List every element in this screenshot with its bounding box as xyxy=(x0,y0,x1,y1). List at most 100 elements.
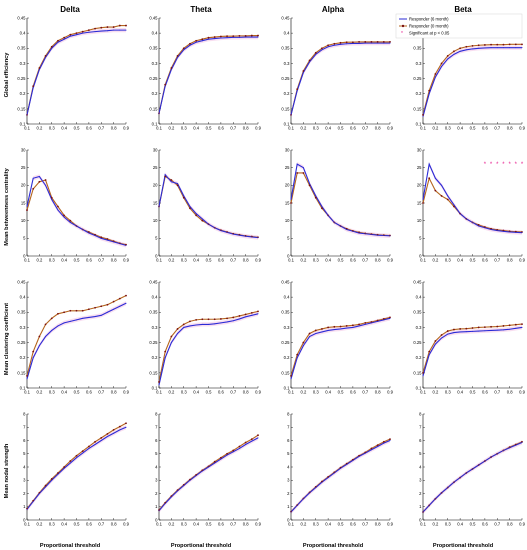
series-0month-point xyxy=(382,41,385,43)
series-6month-point xyxy=(257,237,259,239)
series-6month-point xyxy=(63,38,65,40)
series-6month-point xyxy=(352,459,354,461)
series-6month-point xyxy=(358,42,360,44)
y-tick-label: 6 xyxy=(419,438,422,443)
series-6month-point xyxy=(88,232,90,234)
series-6month-point xyxy=(370,449,372,451)
y-tick-label: 0 xyxy=(23,253,26,258)
series-6month-point xyxy=(51,47,53,49)
y-tick-label: 0.45 xyxy=(281,279,290,284)
series-6month-point xyxy=(290,378,292,380)
series-0month-point xyxy=(358,41,360,43)
x-tick-label: 0.9 xyxy=(123,258,129,263)
series-6month-point xyxy=(119,429,121,431)
x-tick-label: 0.4 xyxy=(457,522,463,527)
xlabel-alpha: Proportional threshold xyxy=(303,543,364,549)
series-6month-line xyxy=(422,47,522,117)
y-tick-label: 7 xyxy=(23,425,26,430)
series-0month-point xyxy=(446,330,449,332)
series-6month-point xyxy=(383,235,385,237)
series-6month-point xyxy=(63,216,65,218)
series-6month-point xyxy=(465,218,467,220)
y-tick-label: 1 xyxy=(23,504,26,509)
x-tick-label: 0.5 xyxy=(206,390,212,395)
series-6month-point xyxy=(251,236,253,238)
series-6month-point xyxy=(484,460,486,462)
series-6month-point xyxy=(459,331,461,333)
series-6month-point xyxy=(32,177,34,179)
significance-marker: * xyxy=(508,162,511,168)
series-0month-point xyxy=(100,436,103,439)
x-tick-label: 0.8 xyxy=(507,126,513,131)
series-6month-point xyxy=(434,343,436,345)
series-6month-point xyxy=(106,436,108,438)
series-6month-point xyxy=(94,443,96,445)
series-0month-point xyxy=(112,26,115,28)
series-6month-point xyxy=(327,214,329,216)
series-6month-point xyxy=(478,47,480,49)
y-tick-label: 0.35 xyxy=(281,310,290,315)
x-tick-label: 0.2 xyxy=(300,390,306,395)
y-tick-label: 0.35 xyxy=(17,46,26,51)
series-6month-point xyxy=(509,231,511,233)
y-tick-label: 0.3 xyxy=(416,61,422,66)
y-tick-label: 0.15 xyxy=(149,106,158,111)
x-tick-label: 0.3 xyxy=(181,390,187,395)
series-0month-point xyxy=(453,205,455,208)
series-6month-point xyxy=(82,32,84,34)
series-0month-point xyxy=(514,230,517,233)
series-6month-point xyxy=(309,183,311,185)
x-tick-label: 0.6 xyxy=(86,258,92,263)
series-6month-point xyxy=(315,332,317,334)
series-6month-point xyxy=(315,53,317,55)
x-tick-label: 0.4 xyxy=(193,522,199,527)
series-0month-point xyxy=(302,341,305,344)
series-6month-point xyxy=(309,336,311,338)
series-6month-line xyxy=(26,426,127,510)
series-0month-point xyxy=(358,231,360,234)
series-6month-point xyxy=(515,47,517,49)
series-6month-point xyxy=(428,163,430,165)
significance-marker: * xyxy=(521,162,524,168)
series-0month-line xyxy=(422,43,522,116)
y-tick-label: 0.4 xyxy=(152,31,158,36)
y-tick-label: 0.35 xyxy=(281,46,290,51)
series-6month-point xyxy=(502,449,504,451)
series-6month-point xyxy=(490,229,492,230)
band-6month xyxy=(159,34,258,116)
series-0month-point xyxy=(496,325,499,328)
y-tick-label: 0 xyxy=(419,517,422,522)
x-tick-label: 0.7 xyxy=(230,522,236,527)
series-0month-point xyxy=(422,202,424,204)
series-6month-point xyxy=(383,319,385,321)
x-tick-label: 0.2 xyxy=(300,126,306,131)
series-0month-point xyxy=(106,432,109,435)
series-0month-point xyxy=(321,47,323,50)
series-0month-point xyxy=(164,175,167,178)
series-6month-point xyxy=(69,35,71,37)
y-tick-label: 5 xyxy=(155,236,158,241)
series-0month-point xyxy=(250,438,253,441)
series-0month-point xyxy=(219,318,222,320)
series-6month-point xyxy=(38,493,40,494)
series-0month-point xyxy=(364,321,367,324)
series-6month-point xyxy=(208,223,209,225)
series-6month-point xyxy=(26,508,28,510)
series-0month-point xyxy=(164,83,167,86)
y-tick-label: 0.4 xyxy=(152,295,158,300)
series-0month-point xyxy=(106,303,109,306)
x-tick-label: 0.3 xyxy=(313,522,319,527)
series-6month-point xyxy=(428,504,430,506)
series-6month-point xyxy=(389,235,391,237)
y-tick-label: 1 xyxy=(287,504,290,509)
series-6month-point xyxy=(490,47,492,49)
significance-marker: * xyxy=(490,162,493,168)
x-tick-label: 0.7 xyxy=(494,522,500,527)
series-6month-point xyxy=(377,234,379,236)
series-6month-point xyxy=(377,320,379,322)
panel-r0-c3: 0.10.150.20.250.30.350.40.450.10.20.30.4… xyxy=(413,15,525,130)
series-0month-point xyxy=(100,26,103,29)
series-6month-point xyxy=(100,440,102,441)
series-0month-point xyxy=(333,325,336,328)
y-tick-label: 0.3 xyxy=(152,61,158,66)
